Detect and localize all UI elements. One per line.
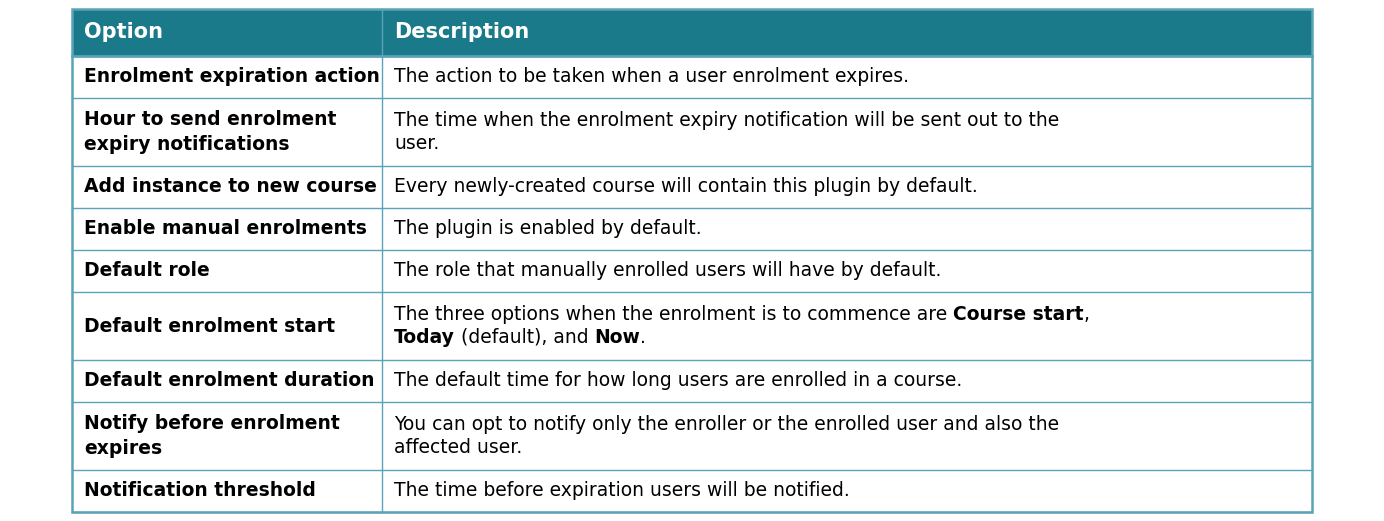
- Text: Hour to send enrolment
expiry notifications: Hour to send enrolment expiry notificati…: [84, 110, 336, 154]
- Text: Default enrolment start: Default enrolment start: [84, 316, 335, 336]
- Bar: [72, 166, 1312, 208]
- Bar: [72, 56, 1312, 98]
- Text: affected user.: affected user.: [394, 438, 522, 457]
- Text: Default enrolment duration: Default enrolment duration: [84, 371, 375, 391]
- Bar: [72, 98, 1312, 166]
- Text: The default time for how long users are enrolled in a course.: The default time for how long users are …: [394, 371, 962, 391]
- Text: You can opt to notify only the enroller or the enrolled user and also the: You can opt to notify only the enroller …: [394, 415, 1059, 434]
- Text: Today: Today: [394, 328, 455, 347]
- Text: The time when the enrolment expiry notification will be sent out to the: The time when the enrolment expiry notif…: [394, 111, 1059, 130]
- Text: .: .: [641, 328, 646, 347]
- Bar: [72, 360, 1312, 402]
- Bar: [72, 292, 1312, 360]
- Text: Notification threshold: Notification threshold: [84, 481, 316, 501]
- Text: Course start: Course start: [954, 305, 1084, 324]
- Bar: [72, 470, 1312, 512]
- Text: The role that manually enrolled users will have by default.: The role that manually enrolled users wi…: [394, 262, 941, 280]
- Bar: [72, 208, 1312, 250]
- Text: Every newly-created course will contain this plugin by default.: Every newly-created course will contain …: [394, 178, 977, 196]
- Bar: [72, 250, 1312, 292]
- Text: The plugin is enabled by default.: The plugin is enabled by default.: [394, 219, 702, 239]
- Text: (default), and: (default), and: [455, 328, 595, 347]
- Text: Default role: Default role: [84, 262, 210, 280]
- Text: Enrolment expiration action: Enrolment expiration action: [84, 68, 379, 86]
- Bar: [72, 402, 1312, 470]
- Text: The time before expiration users will be notified.: The time before expiration users will be…: [394, 481, 850, 501]
- Bar: [72, 9, 1312, 56]
- Text: Now: Now: [595, 328, 641, 347]
- Text: The three options when the enrolment is to commence are: The three options when the enrolment is …: [394, 305, 954, 324]
- Text: ,: ,: [1084, 305, 1089, 324]
- Text: Notify before enrolment
expires: Notify before enrolment expires: [84, 414, 339, 457]
- Text: user.: user.: [394, 134, 439, 153]
- Text: The action to be taken when a user enrolment expires.: The action to be taken when a user enrol…: [394, 68, 909, 86]
- Text: Option: Option: [84, 22, 163, 43]
- Text: Description: Description: [394, 22, 529, 43]
- Text: Add instance to new course: Add instance to new course: [84, 178, 376, 196]
- Text: Enable manual enrolments: Enable manual enrolments: [84, 219, 367, 239]
- Bar: [72, 9, 1312, 512]
